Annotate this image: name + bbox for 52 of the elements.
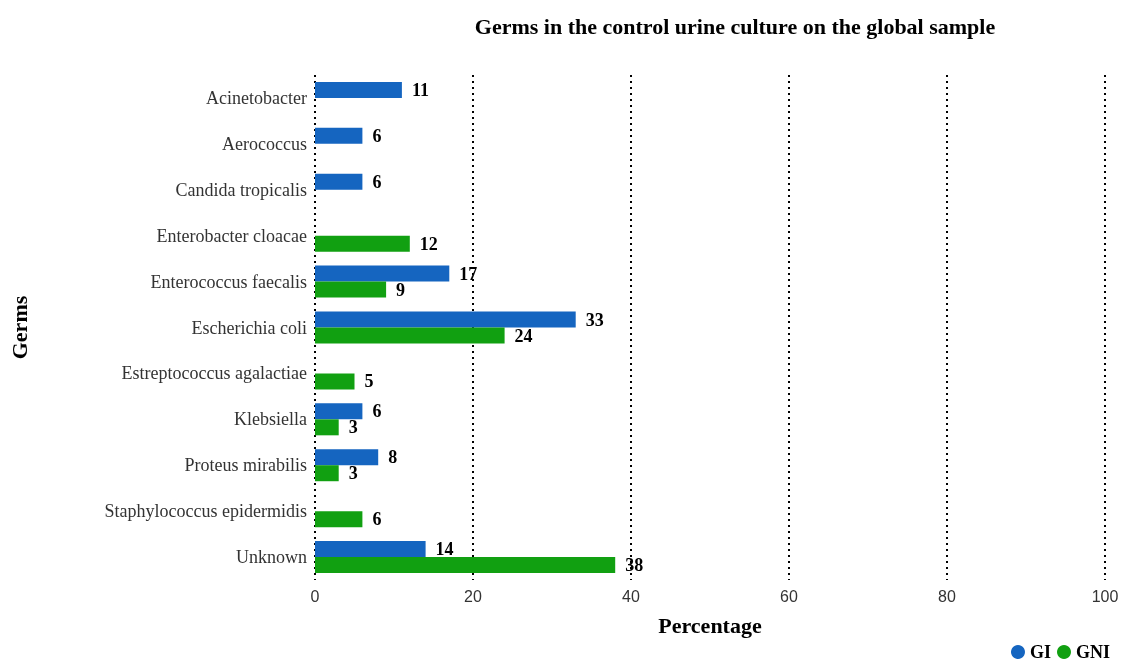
bar — [315, 127, 363, 144]
data-label: 3 — [348, 463, 358, 484]
bar — [315, 511, 363, 528]
x-tick-label: 0 — [310, 587, 320, 605]
legend-label: GNI — [1076, 642, 1111, 662]
data-label: 33 — [585, 309, 604, 330]
x-tick-label: 80 — [938, 587, 956, 605]
bar — [315, 557, 616, 574]
y-tick-label: Proteus mirabilis — [184, 455, 307, 476]
data-label: 12 — [419, 233, 438, 254]
bar — [315, 265, 450, 282]
data-label: 6 — [372, 401, 382, 422]
data-label: 8 — [388, 447, 398, 468]
bar — [315, 465, 339, 482]
y-tick-label: Escherichia coli — [191, 317, 307, 338]
y-tick-label: Enterococcus faecalis — [150, 271, 307, 292]
y-axis-title: Germs — [6, 295, 32, 360]
x-tick-label: 20 — [464, 587, 482, 605]
y-tick-label: Staphylococcus epidermidis — [104, 501, 307, 522]
data-label: 11 — [411, 79, 429, 100]
y-tick-label: Candida tropicalis — [175, 179, 307, 200]
bar — [315, 173, 363, 190]
bar — [315, 281, 387, 298]
data-label: 5 — [364, 371, 374, 392]
y-tick-label: Klebsiella — [234, 409, 307, 430]
y-tick-label: Acinetobacter — [206, 87, 307, 108]
data-label: 14 — [435, 539, 454, 560]
legend-label: GI — [1029, 642, 1051, 662]
bar — [315, 373, 355, 390]
bar — [315, 81, 402, 98]
x-tick-label: 100 — [1091, 587, 1119, 605]
bar — [315, 311, 576, 328]
y-tick-label: Unknown — [236, 547, 307, 568]
x-tick-label: 40 — [622, 587, 640, 605]
bar — [315, 235, 410, 252]
data-label: 6 — [372, 125, 382, 146]
data-label: 9 — [396, 279, 406, 300]
data-label: 6 — [372, 171, 382, 192]
chart-title: Germs in the control urine culture on the global sample — [474, 13, 996, 39]
y-tick-label: Enterobacter cloacae — [156, 225, 308, 246]
bar — [315, 327, 505, 344]
y-tick-label: Estreptococcus agalactiae — [121, 363, 307, 384]
data-label: 24 — [514, 325, 533, 346]
y-tick-label: Aerococcus — [222, 133, 307, 154]
bar — [315, 541, 426, 558]
bar — [315, 449, 379, 466]
bar — [315, 403, 363, 420]
x-axis-title: Percentage — [658, 612, 762, 638]
bar — [315, 419, 339, 436]
x-tick-label: 60 — [780, 587, 798, 605]
data-label: 6 — [372, 509, 382, 530]
data-label: 3 — [348, 417, 358, 438]
